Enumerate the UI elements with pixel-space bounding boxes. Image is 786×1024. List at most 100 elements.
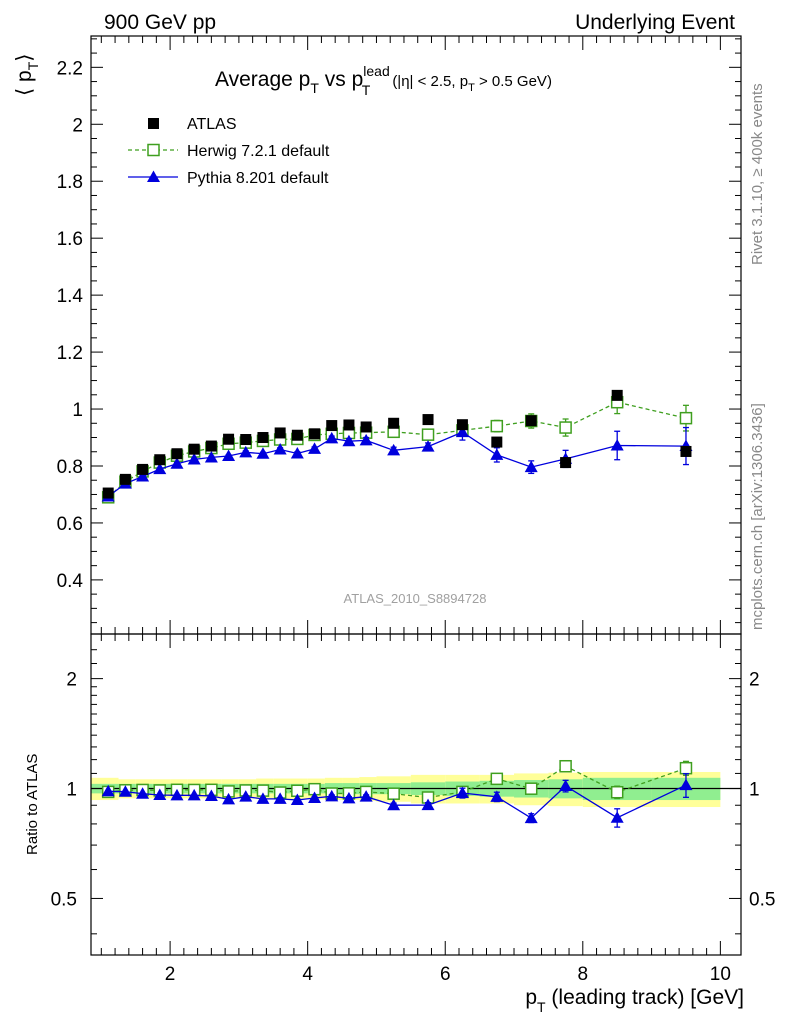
pythia-data-point	[204, 789, 218, 802]
atlas-data-point	[456, 419, 468, 431]
legend-atlas-marker	[148, 118, 159, 129]
main-ytick-label: 0.8	[57, 457, 83, 478]
herwig-data-point	[679, 761, 693, 775]
pythia-data-point	[455, 425, 469, 438]
ratio-series-layer	[101, 759, 693, 828]
pythia-data-point	[118, 785, 132, 797]
x-tick-label: 10	[710, 964, 731, 985]
ratio-ytick-label-right: 2	[749, 670, 760, 691]
atlas-data-point	[388, 417, 400, 429]
pythia-data-point	[559, 779, 573, 792]
title-main: Average p	[215, 68, 310, 91]
xlabel-sub: T	[537, 999, 546, 1015]
pythia-data-point	[342, 791, 356, 804]
x-axis-label: pT (leading track) [GeV]	[525, 986, 744, 1015]
pythia-data-point	[273, 442, 287, 455]
xlabel-rest: (leading track) [GeV]	[546, 986, 744, 1009]
atlas-data-point	[154, 454, 166, 466]
title-cut-a: (|η| < 2.5, p	[392, 73, 468, 90]
analysis-watermark: ATLAS_2010_S8894728	[344, 591, 487, 606]
pythia-data-point	[308, 442, 322, 454]
legend-pythia-label: Pythia 8.201 default	[187, 170, 329, 187]
ratio-ytick-label-right: 0.5	[749, 889, 775, 910]
pythia-data-point	[610, 811, 624, 823]
pythia-data-point	[490, 790, 504, 802]
herwig-data-point	[387, 787, 400, 800]
atlas-data-point	[171, 448, 183, 460]
header-left-label: 900 GeV pp	[104, 11, 216, 34]
main-ytick-label: 1.8	[57, 172, 83, 193]
pythia-data-point	[153, 788, 167, 801]
pythia-data-point	[153, 462, 167, 475]
main-ytick-label: 2	[72, 115, 83, 136]
rivet-label: Rivet 3.1.10, ≥ 400k events	[749, 83, 766, 265]
title-mid: vs p	[319, 68, 363, 91]
title-sub2: T	[362, 82, 371, 98]
pythia-data-point	[204, 450, 218, 463]
ratio-ytick-label-left: 0.5	[51, 889, 77, 910]
pythia-data-point	[136, 787, 150, 799]
pythia-data-point	[342, 434, 356, 447]
pythia-data-point	[222, 792, 236, 805]
pythia-data-point	[524, 811, 538, 824]
pythia-data-point	[290, 446, 304, 459]
ratio-panel: 0.5 0.5 1 1 2 2 2 4 6 8 10 Ratio to ATLAS pT (lea…	[24, 633, 775, 1015]
atlas-data-point	[422, 414, 434, 426]
pythia-data-point	[256, 792, 270, 804]
pythia-data-point	[387, 798, 401, 811]
pythia-data-point	[359, 433, 373, 446]
main-ytick-label: 2.2	[57, 58, 83, 79]
atlas-data-point	[525, 415, 537, 427]
x-tick-label: 6	[440, 964, 451, 985]
x-tick-label: 2	[165, 964, 176, 985]
pythia-data-point	[421, 440, 435, 452]
pythia-data-point	[455, 786, 469, 799]
main-title: Average pT vs plead T (|η| < 2.5, pT > 0.5…	[215, 63, 552, 98]
pythia-data-point	[239, 445, 253, 458]
main-ytick-label: 1.6	[57, 229, 83, 250]
herwig-data-point	[610, 785, 624, 799]
pythia-data-point	[136, 470, 150, 482]
main-y-axis: 0.4 0.6 0.8 1 1.2 1.4 1.6 1.8 2 2.2	[57, 38, 741, 624]
pythia-data-point	[170, 788, 184, 801]
pythia-data-point	[308, 791, 322, 804]
herwig-data-point	[421, 428, 435, 441]
pythia-data-point	[187, 788, 201, 801]
pythia-data-point	[187, 452, 201, 465]
legend: ATLAS Herwig 7.2.1 default Pythia 8.201 …	[128, 116, 330, 187]
herwig-data-point	[524, 782, 538, 795]
ylabel-sub: T	[25, 61, 41, 70]
atlas-data-point	[102, 487, 114, 499]
pythia-data-point	[256, 447, 270, 459]
atlas-data-point	[560, 457, 572, 469]
header-right-label: Underlying Event	[575, 11, 735, 34]
atlas-data-point	[257, 432, 269, 444]
x-tick-label: 8	[578, 964, 589, 985]
legend-entry-herwig: Herwig 7.2.1 default	[128, 143, 330, 160]
main-x-axis-ticks	[100, 36, 721, 634]
pythia-data-point	[524, 460, 538, 473]
main-ytick-label: 1	[72, 400, 83, 421]
pythia-data-point	[170, 457, 184, 469]
atlas-data-point	[326, 420, 338, 432]
legend-herwig-marker	[147, 143, 160, 157]
atlas-data-point	[309, 428, 321, 440]
ratio-y-axis: 0.5 0.5 1 1 2 2	[51, 649, 775, 935]
atlas-data-point	[491, 436, 503, 448]
main-ytick-label: 1.4	[57, 286, 84, 307]
pythia-data-point	[421, 798, 435, 811]
main-ytick-label: 0.6	[57, 514, 83, 535]
x-tick-label: 4	[302, 964, 313, 985]
main-y-axis-label: ⟨ pT⟩	[13, 54, 41, 96]
pythia-data-point	[679, 778, 693, 791]
atlas-data-point	[611, 389, 623, 401]
atlas-data-point	[223, 433, 235, 445]
atlas-data-point	[188, 443, 200, 455]
pythia-data-point	[325, 431, 339, 444]
atlas-data-point	[343, 419, 355, 431]
xlabel-main: p	[525, 986, 537, 1009]
atlas-data-point	[274, 427, 286, 439]
ratio-ytick-label-left: 2	[66, 670, 77, 691]
herwig-data-point	[559, 759, 572, 773]
